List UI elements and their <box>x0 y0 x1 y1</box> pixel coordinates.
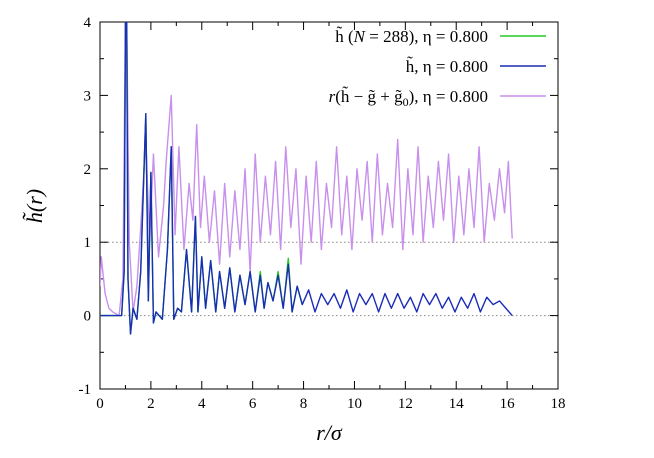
y-tick-label: -1 <box>79 382 92 398</box>
legend-label-1: h̃, η = 0.800 <box>406 57 488 76</box>
legend-label-0: h̃ (N = 288), η = 0.800 <box>335 27 488 46</box>
y-tick-label: 1 <box>84 235 92 251</box>
axis-ticks <box>99 21 559 390</box>
series-lines <box>100 22 513 335</box>
legend: h̃ (N = 288), η = 0.800 h̃, η = 0.800 r(h̃… <box>329 27 546 109</box>
y-axis-label: h̃(r) <box>22 189 47 223</box>
x-tick-label: 10 <box>347 396 362 412</box>
reference-lines <box>100 241 558 317</box>
x-tick-label: 12 <box>398 396 413 412</box>
series-line-1 <box>100 22 513 335</box>
series-line-0 <box>100 22 303 335</box>
x-tick-label: 6 <box>249 396 257 412</box>
y-tick-label: 2 <box>84 162 92 178</box>
x-tick-label: 4 <box>198 396 206 412</box>
x-tick-label: 14 <box>449 396 465 412</box>
x-tick-label: 0 <box>96 396 104 412</box>
x-tick-label: 18 <box>551 396 566 412</box>
x-tick-label: 8 <box>300 396 308 412</box>
y-tick-label: 4 <box>84 15 92 31</box>
y-tick-label: 0 <box>84 309 92 325</box>
x-tick-label: 2 <box>147 396 155 412</box>
x-axis-label: r/σ <box>316 420 343 445</box>
y-tick-label: 3 <box>84 88 92 104</box>
x-tick-label: 16 <box>500 396 516 412</box>
legend-label-2: r(h̃ − g̃ + g̃0), η = 0.800 <box>329 87 488 109</box>
series-line-2 <box>100 22 513 317</box>
